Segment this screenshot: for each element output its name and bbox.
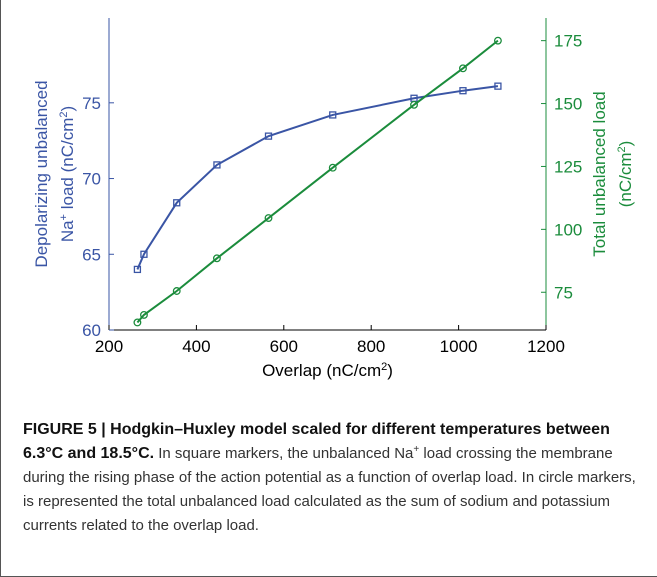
y-tick-label: 75	[82, 94, 101, 113]
x-tick-label: 800	[357, 337, 385, 356]
circle-marker	[212, 254, 221, 263]
label-text: )	[58, 106, 77, 112]
square-marker	[329, 111, 337, 119]
caption-text: load crossing the membrane during the ri…	[23, 445, 636, 534]
y2-axis-label: Total unbalanced load	[590, 91, 609, 256]
caption-text: In square markers, the unbalanced Na	[154, 445, 414, 462]
label-text: Depolarizing unbalanced	[32, 80, 51, 267]
superscript: 2	[58, 112, 70, 118]
circle-marker	[493, 36, 502, 45]
superscript: 2	[616, 146, 628, 152]
series-line	[136, 85, 499, 270]
y2-tick-label: 150	[554, 95, 582, 114]
label-text: load (nC/cm	[58, 118, 77, 214]
square-marker	[133, 265, 142, 274]
x-tick-label: 400	[182, 337, 210, 356]
y-axis-label: Depolarizing unbalanced	[32, 80, 51, 267]
label-text: )	[387, 361, 393, 380]
superscript: +	[58, 214, 70, 220]
x-tick-label: 1000	[440, 337, 478, 356]
circle-marker	[140, 310, 148, 319]
circle-marker	[133, 318, 142, 327]
label-text: Total unbalanced load	[590, 91, 609, 256]
caption: FIGURE 5 | Hodgkin–Huxley model scaled f…	[23, 418, 643, 538]
label-text: (nC/cm	[616, 153, 635, 208]
y-axis-label: Na+ load (nC/cm2)	[58, 106, 77, 242]
circle-marker	[264, 214, 273, 222]
x-tick-label: 200	[95, 337, 123, 356]
square-marker	[459, 87, 467, 95]
label-text: )	[616, 141, 635, 147]
circle-marker	[172, 287, 181, 295]
series-line	[136, 39, 499, 324]
chart: 200 400 600 800 1000 1200 60 65 70 75 75 100 125 150 1…	[32, 18, 635, 380]
y2-tick-label: 100	[554, 220, 582, 239]
y-tick-label: 70	[82, 170, 101, 189]
y2-axis-label: (nC/cm2)	[616, 141, 635, 208]
x-tick-label: 600	[270, 337, 298, 356]
circle-marker	[328, 163, 337, 172]
label-text: Na	[58, 220, 77, 242]
square-marker	[264, 132, 273, 140]
circle-marker	[410, 100, 418, 109]
y-tick-label: 65	[82, 245, 101, 264]
x-tick-label: 1200	[527, 337, 565, 356]
circle-marker	[459, 64, 467, 73]
caption-body: In square markers, the unbalanced Na+ lo…	[23, 444, 636, 535]
square-marker	[173, 199, 181, 207]
square-marker	[494, 82, 502, 90]
label-text: Overlap (nC/cm	[262, 361, 381, 380]
y2-tick-label: 75	[554, 283, 573, 302]
superscript: +	[413, 444, 420, 455]
y-tick-label: 60	[82, 321, 101, 340]
superscript: 2	[381, 361, 387, 373]
square-marker	[140, 250, 148, 258]
square-marker	[213, 161, 221, 169]
x-axis-label: Overlap (nC/cm2)	[262, 361, 393, 380]
y2-tick-label: 175	[554, 32, 582, 51]
y2-tick-label: 125	[554, 157, 582, 176]
caption-title: FIGURE 5 | Hodgkin–Huxley model scaled f…	[23, 421, 610, 462]
